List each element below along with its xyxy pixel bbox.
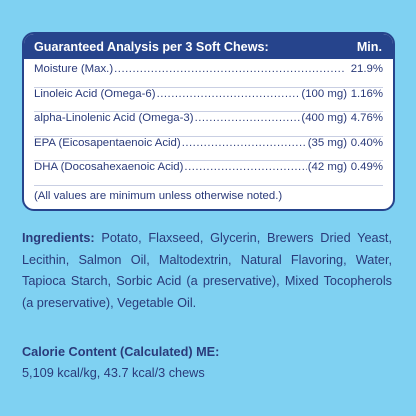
analysis-row-amount: (400 mg) bbox=[301, 112, 347, 125]
analysis-row-percent: 0.40% bbox=[350, 136, 383, 149]
analysis-row-amount: (100 mg) bbox=[301, 87, 347, 100]
analysis-row-dha: DHA (Docosahexaenoic Acid) (42 mg) 0.49% bbox=[34, 161, 383, 186]
analysis-row-amount: (35 mg) bbox=[307, 136, 347, 149]
analysis-row-percent: 1.16% bbox=[350, 87, 383, 100]
analysis-row-moisture: Moisture (Max.) 21.9% bbox=[34, 63, 383, 88]
leader-dots bbox=[182, 137, 307, 149]
analysis-row-epa: EPA (Eicosapentaenoic Acid) (35 mg) 0.40… bbox=[34, 137, 383, 162]
ingredients-label: Ingredients: bbox=[22, 231, 95, 245]
leader-dots bbox=[195, 112, 301, 124]
calorie-content-value: 5,109 kcal/kg, 43.7 kcal/3 chews bbox=[22, 366, 205, 380]
analysis-row-linoleic: Linoleic Acid (Omega-6) (100 mg) 1.16% bbox=[34, 88, 383, 113]
analysis-column-label: Min. bbox=[356, 39, 382, 54]
analysis-row-name: alpha-Linolenic Acid (Omega-3) bbox=[34, 112, 194, 125]
analysis-row-alpha-linolenic: alpha-Linolenic Acid (Omega-3) (400 mg) … bbox=[34, 112, 383, 137]
analysis-rows: Moisture (Max.) 21.9% Linoleic Acid (Ome… bbox=[24, 59, 393, 202]
analysis-row-name: EPA (Eicosapentaenoic Acid) bbox=[34, 136, 181, 149]
analysis-row-name: DHA (Docosahexaenoic Acid) bbox=[34, 161, 184, 174]
leader-dots bbox=[184, 161, 306, 173]
analysis-row-percent: 0.49% bbox=[350, 161, 383, 174]
analysis-row-name: Linoleic Acid (Omega-6) bbox=[34, 87, 156, 100]
analysis-title: Guaranteed Analysis per 3 Soft Chews: bbox=[34, 39, 269, 54]
ingredients-paragraph: Ingredients: Potato, Flaxseed, Glycerin,… bbox=[22, 228, 392, 314]
analysis-row-amount: (42 mg) bbox=[307, 161, 347, 174]
analysis-row-percent: 4.76% bbox=[350, 112, 383, 125]
ingredients-text: Potato, Flaxseed, Glycerin, Brewers Drie… bbox=[22, 231, 392, 310]
analysis-row-percent: 21.9% bbox=[350, 63, 383, 75]
leader-dots bbox=[114, 63, 346, 75]
leader-dots bbox=[157, 88, 301, 100]
guaranteed-analysis-panel: Guaranteed Analysis per 3 Soft Chews: Mi… bbox=[22, 32, 395, 211]
analysis-row-name: Moisture (Max.) bbox=[34, 63, 114, 75]
calorie-content-title: Calorie Content (Calculated) ME: bbox=[22, 345, 220, 359]
analysis-note: (All values are minimum unless otherwise… bbox=[34, 189, 283, 202]
analysis-header: Guaranteed Analysis per 3 Soft Chews: Mi… bbox=[24, 34, 393, 59]
